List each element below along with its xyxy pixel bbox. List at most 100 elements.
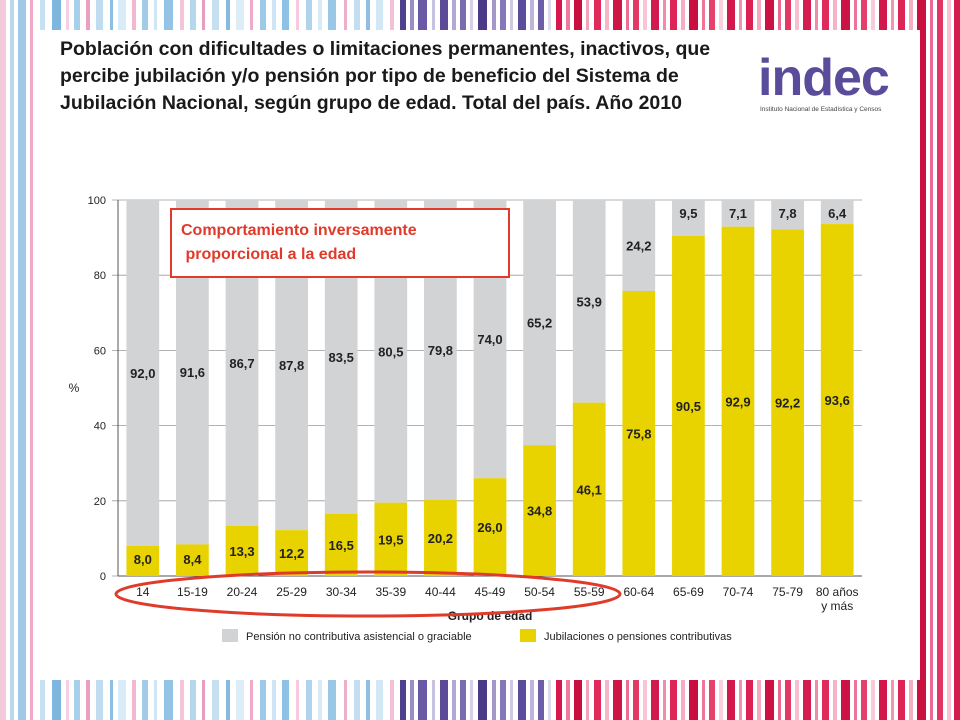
x-tick-label-line: 20-24	[227, 585, 258, 599]
x-tick-label-line: y más	[821, 599, 853, 613]
x-tick-label-line: 65-69	[673, 585, 704, 599]
background-stripe	[917, 0, 926, 720]
y-tick-label: 20	[94, 496, 106, 508]
bar-gray-segment	[771, 200, 804, 230]
x-tick-label-line: 40-44	[425, 585, 456, 599]
bar-value-label-yellow: 8,0	[134, 552, 152, 567]
x-tick-label: 30-34	[326, 585, 357, 599]
bar-value-label-yellow: 8,4	[183, 552, 202, 567]
bar-yellow-segment	[126, 545, 160, 576]
x-tick-label: 25-29	[276, 585, 307, 599]
bar-yellow-segment	[721, 226, 755, 577]
x-tick-label-line: 30-34	[326, 585, 357, 599]
callout-box: Comportamiento inversamente proporcional…	[170, 208, 510, 278]
background-stripe	[947, 0, 951, 720]
x-tick-label: 45-49	[475, 585, 506, 599]
bar-gray-segment	[523, 200, 556, 446]
bar-yellow-segment	[820, 224, 854, 576]
background-stripe	[30, 0, 33, 720]
legend-label: Pensión no contributiva asistencial o gr…	[246, 631, 472, 643]
bar-yellow-segment	[771, 229, 804, 576]
x-tick-label: 65-69	[673, 585, 704, 599]
y-axis-label: %	[69, 381, 80, 395]
bar-value-label-gray: 65,2	[527, 316, 552, 331]
x-tick-label: 80 años y más	[816, 585, 859, 613]
bar-value-label-gray: 9,5	[679, 206, 697, 221]
bar-value-label-gray: 83,5	[329, 350, 354, 365]
bar-value-label-gray: 80,5	[378, 344, 403, 359]
x-tick-label-line: 14	[136, 585, 150, 599]
x-tick-label-line: 75-79	[772, 585, 803, 599]
bar-yellow-segment	[275, 530, 308, 576]
bar-value-label-yellow: 90,5	[676, 399, 701, 414]
logo-wordmark: indec	[758, 49, 890, 107]
y-tick-label: 100	[88, 195, 106, 207]
bar-yellow-segment	[572, 402, 606, 576]
bar-gray-segment	[672, 200, 705, 236]
bar-value-label-yellow: 46,1	[577, 482, 602, 497]
bar-value-label-gray: 24,2	[626, 238, 651, 253]
background-stripe	[0, 0, 6, 720]
bar-value-label-gray: 6,4	[828, 206, 847, 221]
x-tick-label-line: 45-49	[475, 585, 506, 599]
bar-yellow-segment	[225, 525, 259, 576]
x-tick-label-line: 35-39	[375, 585, 406, 599]
bar-value-label-gray: 92,0	[130, 366, 155, 381]
legend-label: Jubilaciones o pensiones contributivas	[544, 631, 732, 643]
bar-value-label-yellow: 19,5	[378, 532, 403, 547]
bar-gray-segment	[126, 200, 160, 546]
background-stripe	[937, 0, 943, 720]
x-tick-label: 55-59	[574, 585, 605, 599]
y-tick-label: 60	[94, 345, 106, 357]
bar-yellow-segment	[374, 502, 408, 576]
x-tick-label: 20-24	[227, 585, 258, 599]
bar-gray-segment	[622, 200, 656, 291]
callout-text: Comportamiento inversamente proporcional…	[181, 222, 417, 263]
x-tick-label-line: 80 años	[816, 585, 859, 599]
bar-value-label-gray: 53,9	[577, 294, 602, 309]
bar-gray-segment	[820, 200, 854, 225]
bar-gray-segment	[721, 200, 755, 227]
x-tick-label: 70-74	[723, 585, 754, 599]
x-tick-label: 35-39	[375, 585, 406, 599]
x-tick-label-line: 55-59	[574, 585, 605, 599]
bar-yellow-segment	[622, 290, 656, 576]
y-tick-label: 0	[100, 571, 106, 583]
y-tick-label: 40	[94, 421, 106, 433]
x-tick-label-line: 70-74	[723, 585, 754, 599]
bar-yellow-segment	[424, 500, 457, 576]
highlight-ellipse	[114, 570, 622, 618]
x-tick-label-line: 25-29	[276, 585, 307, 599]
x-tick-label: 75-79	[772, 585, 803, 599]
page-title: Población con dificultades o limitacione…	[60, 38, 711, 114]
bar-yellow-segment	[176, 544, 209, 576]
indec-logo: indec Instituto Nacional de Estadística …	[758, 52, 908, 122]
x-tick-label: 50-54	[524, 585, 555, 599]
bar-yellow-segment	[324, 513, 358, 576]
legend-swatch	[222, 629, 238, 642]
background-stripe	[930, 0, 933, 720]
legend-swatch	[520, 629, 536, 642]
bar-value-label-yellow: 13,3	[229, 544, 254, 559]
bar-gray-segment	[572, 200, 606, 403]
bar-value-label-yellow: 12,2	[279, 546, 304, 561]
bar-value-label-yellow: 92,2	[775, 396, 800, 411]
bar-value-label-yellow: 16,5	[329, 538, 354, 553]
background-stripe	[10, 0, 14, 720]
bar-value-label-gray: 7,8	[779, 206, 797, 221]
bar-yellow-segment	[672, 235, 705, 576]
x-tick-label: 14	[136, 585, 150, 599]
bar-value-label-gray: 79,8	[428, 343, 453, 358]
bar-value-label-yellow: 75,8	[626, 426, 651, 441]
bar-value-label-yellow: 20,2	[428, 531, 453, 546]
bar-value-label-gray: 91,6	[180, 365, 205, 380]
bar-value-label-gray: 86,7	[229, 356, 254, 371]
bar-yellow-segment	[523, 445, 556, 576]
x-tick-label-line: 60-64	[623, 585, 654, 599]
bar-value-label-gray: 74,0	[477, 332, 502, 347]
x-tick-label-line: 15-19	[177, 585, 208, 599]
x-tick-label: 40-44	[425, 585, 456, 599]
bar-value-label-yellow: 26,0	[477, 520, 502, 535]
bar-value-label-yellow: 34,8	[527, 504, 552, 519]
